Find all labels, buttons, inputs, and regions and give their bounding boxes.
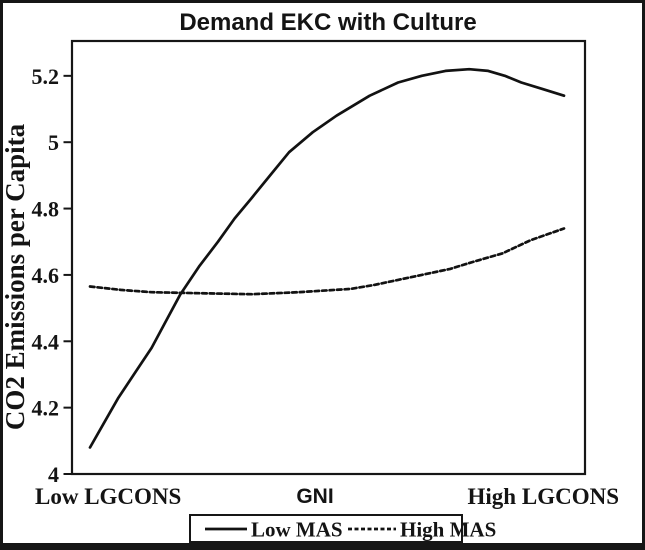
legend-label-low-mas: Low MAS bbox=[251, 518, 343, 542]
x-axis-label-center: GNI bbox=[296, 485, 333, 508]
y-tick-label: 4.6 bbox=[32, 263, 60, 288]
y-tick-label: 4 bbox=[48, 462, 59, 487]
legend-label-high-mas: High MAS bbox=[400, 518, 496, 542]
series-line-high-mas bbox=[88, 227, 566, 296]
chart-canvas: Demand EKC with Culture CO2 Emissions pe… bbox=[3, 9, 619, 543]
legend: Low MAS High MAS bbox=[189, 514, 496, 543]
y-tick-label: 5 bbox=[48, 130, 59, 155]
y-axis-label: CO2 Emissions per Capita bbox=[3, 123, 30, 430]
x-axis-label-right: High LGCONS bbox=[468, 484, 619, 509]
y-tick-label: 4.8 bbox=[32, 197, 60, 222]
plot-area-frame bbox=[70, 39, 587, 476]
x-axis-label-left: Low LGCONS bbox=[35, 484, 181, 509]
series-lines bbox=[88, 67, 566, 449]
y-tick-label: 5.2 bbox=[32, 64, 60, 89]
y-tick-label: 4.2 bbox=[32, 396, 60, 421]
series-line-low-mas bbox=[88, 67, 566, 449]
y-axis-ticks: 4 4.2 4.4 4.6 4.8 5 5.2 bbox=[32, 64, 72, 487]
y-tick-label: 4.4 bbox=[32, 329, 60, 354]
chart-title: Demand EKC with Culture bbox=[179, 9, 476, 36]
legend-entries: Low MAS High MAS bbox=[205, 518, 496, 542]
